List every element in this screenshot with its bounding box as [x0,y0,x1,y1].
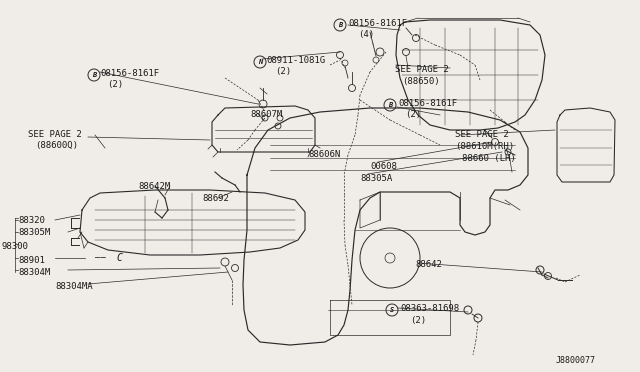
Text: 00608: 00608 [370,162,397,171]
Text: 08156-8161F: 08156-8161F [348,19,407,28]
Text: (2): (2) [275,67,291,76]
Text: SEE PAGE 2: SEE PAGE 2 [455,130,509,139]
Text: (4): (4) [358,30,374,39]
Text: (2): (2) [410,316,426,325]
Text: 08363-81698: 08363-81698 [400,304,459,313]
Text: 88305M: 88305M [18,228,51,237]
Text: 88606N: 88606N [308,150,340,159]
Text: 08911-1081G: 08911-1081G [266,56,325,65]
Text: 98300: 98300 [2,242,29,251]
Text: 88607M: 88607M [250,110,282,119]
Text: B: B [388,102,392,108]
Text: (88610M(RH): (88610M(RH) [455,142,514,151]
Text: (2): (2) [107,80,123,89]
Text: 88304MA: 88304MA [55,282,93,291]
Text: 88320: 88320 [18,216,45,225]
Text: 88642M: 88642M [138,182,170,191]
Text: 88901: 88901 [18,256,45,265]
Text: SEE PAGE 2: SEE PAGE 2 [28,130,82,139]
Text: 88304M: 88304M [18,268,51,277]
Text: C: C [116,253,122,263]
Text: 88305A: 88305A [360,174,392,183]
Text: 08156-8161F: 08156-8161F [100,69,159,78]
Text: SEE PAGE 2: SEE PAGE 2 [395,65,449,74]
Text: J8800077: J8800077 [556,356,596,365]
Text: 88660 (LH): 88660 (LH) [462,154,516,163]
Text: S: S [390,307,394,313]
Text: B: B [338,22,342,28]
Text: 88642: 88642 [415,260,442,269]
Text: 88692: 88692 [202,194,229,203]
Text: ——: —— [95,253,106,262]
Text: (88650): (88650) [402,77,440,86]
Text: N: N [258,59,262,65]
Text: 08156-8161F: 08156-8161F [398,99,457,108]
Text: (88600Q): (88600Q) [35,141,78,150]
Text: B: B [92,72,96,78]
Text: (2): (2) [405,110,421,119]
